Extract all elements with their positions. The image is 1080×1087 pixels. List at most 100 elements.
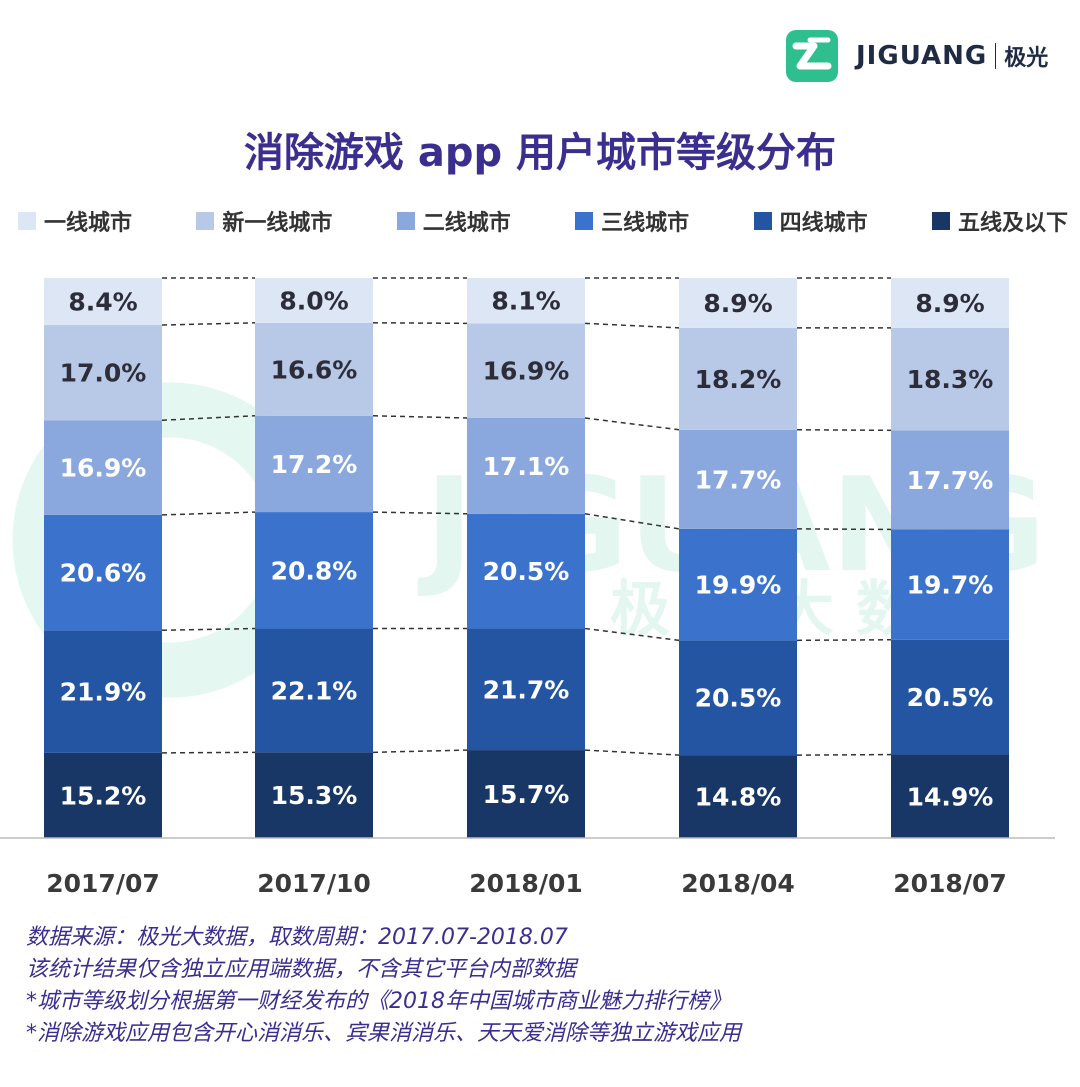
bar-segment: [891, 639, 1009, 755]
bar-segment: [44, 325, 162, 421]
data-label: 17.0%: [60, 359, 147, 388]
data-label: 16.9%: [60, 454, 147, 483]
data-label: 20.6%: [60, 559, 147, 588]
x-tick-label: 2017/07: [46, 869, 160, 898]
data-label: 8.4%: [68, 288, 137, 317]
logo-text: JIGUANG: [856, 41, 988, 71]
data-label: 16.9%: [483, 357, 570, 386]
bar-segment: [891, 754, 1009, 838]
bar-segment: [679, 528, 797, 641]
legend-item: 五线及以下: [931, 205, 1068, 237]
data-label: 14.8%: [695, 783, 782, 812]
game-scope-note: *消除游戏应用包含开心消消乐、宾果消消乐、天天爱消除等独立游戏应用: [26, 1021, 742, 1046]
data-label: 8.9%: [915, 289, 984, 318]
legend-item: 一线城市: [18, 205, 132, 237]
x-tick-label: 2018/01: [469, 869, 583, 898]
bar-segment: [44, 420, 162, 515]
data-label: 17.7%: [695, 465, 782, 494]
data-label: 21.9%: [60, 678, 147, 707]
data-label: 20.5%: [695, 684, 782, 713]
bar-segment: [679, 640, 797, 756]
bar-segment: [44, 630, 162, 753]
connector-line: [161, 627, 256, 631]
data-label: 8.9%: [703, 289, 772, 318]
data-label: 15.7%: [483, 780, 570, 809]
bar-segment: [891, 430, 1009, 530]
legend-swatch: [18, 212, 36, 230]
logo-divider: [995, 43, 997, 69]
legend-label: 新一线城市: [222, 211, 333, 236]
connector-line: [796, 639, 892, 642]
data-label: 22.1%: [271, 676, 358, 705]
legend-swatch: [196, 212, 215, 230]
bar-segment: [891, 529, 1009, 640]
legend-label: 四线城市: [779, 211, 868, 236]
connector-line: [584, 513, 680, 530]
bar-segment: [44, 278, 162, 326]
data-label: 15.2%: [60, 781, 147, 810]
connector-line: [796, 528, 892, 531]
bar-segment: [679, 429, 797, 529]
logo-text-cn: 极光: [1004, 46, 1049, 71]
legend-item: 三线城市: [575, 205, 689, 237]
data-label: 21.7%: [483, 675, 570, 704]
connector-line: [584, 322, 680, 329]
bar-segment: [467, 750, 585, 838]
bar-segment: [255, 278, 373, 323]
legend-item: 四线城市: [753, 205, 868, 237]
connector-line: [584, 627, 680, 642]
data-label: 15.3%: [271, 781, 358, 810]
data-label: 20.5%: [483, 557, 570, 586]
bar-segment: [467, 278, 585, 324]
bar-segment: [44, 752, 162, 838]
bar-segment: [467, 418, 585, 514]
legend-label: 三线城市: [601, 211, 690, 236]
connector-line: [161, 415, 256, 421]
connector-line: [372, 415, 468, 419]
data-label: 8.0%: [279, 286, 348, 315]
chart-title: 消除游戏 app 用户城市等级分布: [243, 130, 837, 176]
connector-line: [796, 429, 892, 432]
connector-line: [584, 417, 680, 431]
bar-segment: [255, 628, 373, 753]
data-label: 16.6%: [271, 355, 358, 384]
x-tick-label: 2018/04: [681, 869, 795, 898]
connector-line: [796, 753, 892, 756]
legend-swatch: [753, 212, 772, 230]
data-label: 20.5%: [907, 683, 994, 712]
city-tier-note: *城市等级划分根据第一财经发布的《2018年中国城市商业魅力排行榜》: [26, 989, 731, 1014]
bar-segment: [467, 628, 585, 751]
data-label: 19.9%: [695, 571, 782, 600]
data-label: 14.9%: [907, 782, 994, 811]
bar-segment: [467, 323, 585, 418]
bar-segment: [255, 415, 373, 513]
bar-segment: [679, 327, 797, 430]
data-label: 18.3%: [907, 365, 994, 394]
legend-item: 新一线城市: [196, 205, 332, 237]
legend-swatch: [396, 212, 415, 230]
connector-line: [372, 511, 468, 515]
legend-swatch: [931, 212, 950, 230]
data-label: 18.2%: [695, 365, 782, 394]
legend-label: 二线城市: [422, 211, 511, 236]
connector-line: [161, 322, 256, 326]
data-label: 20.8%: [271, 556, 358, 585]
connector-line: [372, 749, 468, 754]
legend-label: 五线及以下: [957, 211, 1068, 236]
chart-legend: 一线城市 新一线城市 二线城市 三线城市 四线城市 五线及以下: [18, 205, 1068, 237]
connector-line: [161, 511, 256, 516]
data-label: 8.1%: [491, 287, 560, 316]
bar-segment: [255, 512, 373, 629]
source-notes: 数据来源：极光大数据，取数周期：2017.07-2018.07 该统计结果仅含独…: [26, 922, 1066, 1050]
legend-item: 二线城市: [396, 205, 511, 237]
legend-swatch: [575, 212, 594, 230]
bar-segment: [467, 513, 585, 629]
jiguang-logo: JIGUANG 极光: [782, 26, 1048, 86]
jiguang-logo-icon: [786, 30, 838, 82]
connector-line: [584, 749, 680, 756]
bar-segment: [891, 327, 1009, 431]
connector-line: [372, 322, 468, 325]
bar-segment: [679, 755, 797, 838]
data-label: 19.7%: [907, 571, 994, 600]
